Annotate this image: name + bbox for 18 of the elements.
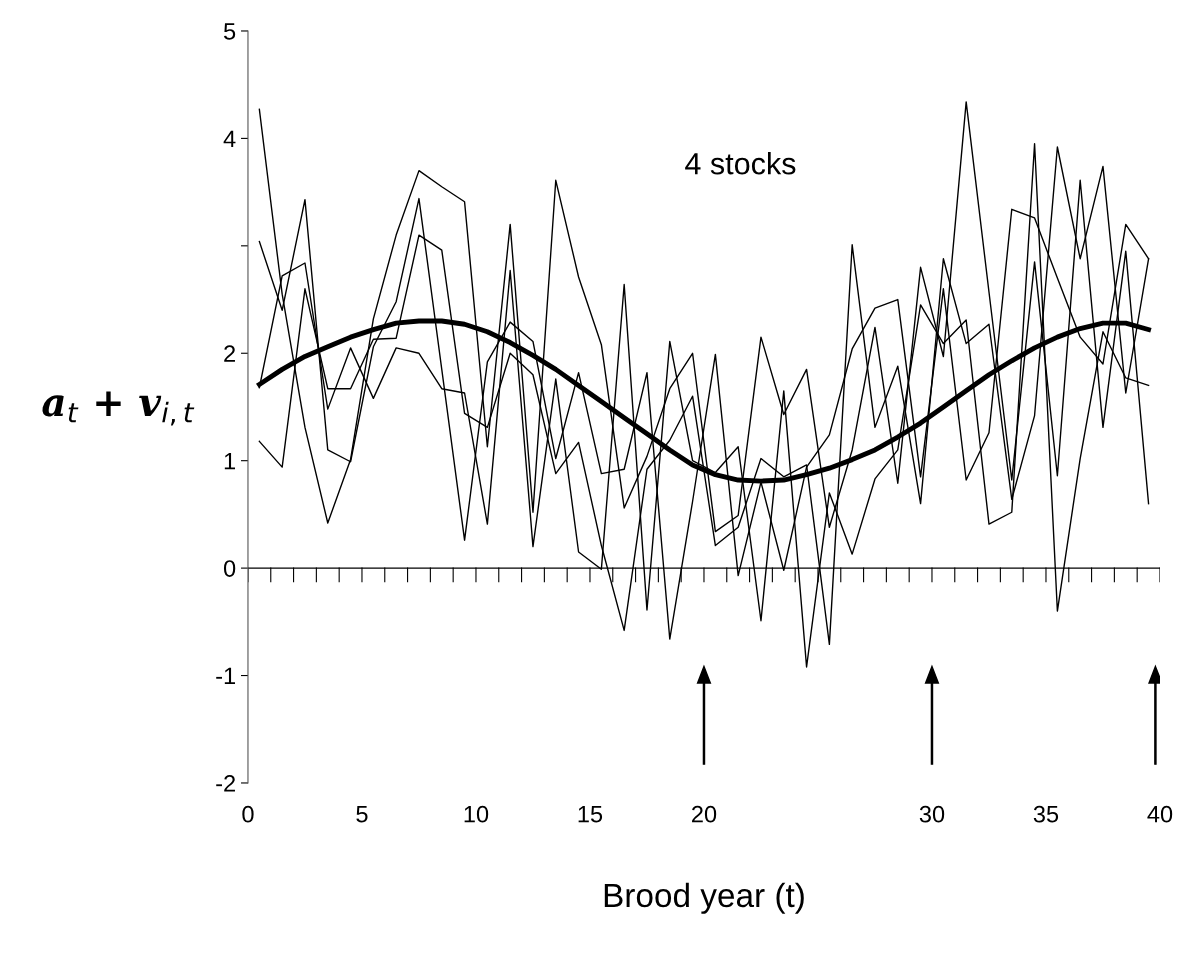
- x-tick-label: 10: [464, 805, 489, 823]
- x-tick-label: 35: [1033, 805, 1059, 823]
- y-tick-label: 0: [223, 560, 236, 577]
- y-tick-label: 4: [223, 130, 236, 147]
- annotation: 4 stocks: [685, 152, 796, 175]
- y-axis-title: a$_{t}$ + v$_{i,t}$: [42, 391, 195, 426]
- x-tick-label: 5: [356, 806, 368, 823]
- x-tick-label: 20: [692, 805, 717, 823]
- y-tick-label: 1: [224, 452, 236, 470]
- x-axis-title: Brood year (t): [604, 882, 804, 914]
- x-tick-label: 40: [1147, 805, 1173, 823]
- y-tick-label: 2: [224, 345, 235, 362]
- y-tick-label: 5: [223, 23, 236, 40]
- y-tick-label: -1: [216, 667, 236, 685]
- y-tick-label: -2: [216, 775, 235, 792]
- x-tick-label: 15: [578, 806, 603, 823]
- x-tick-label: 30: [919, 805, 945, 823]
- x-tick-label: 0: [242, 805, 254, 823]
